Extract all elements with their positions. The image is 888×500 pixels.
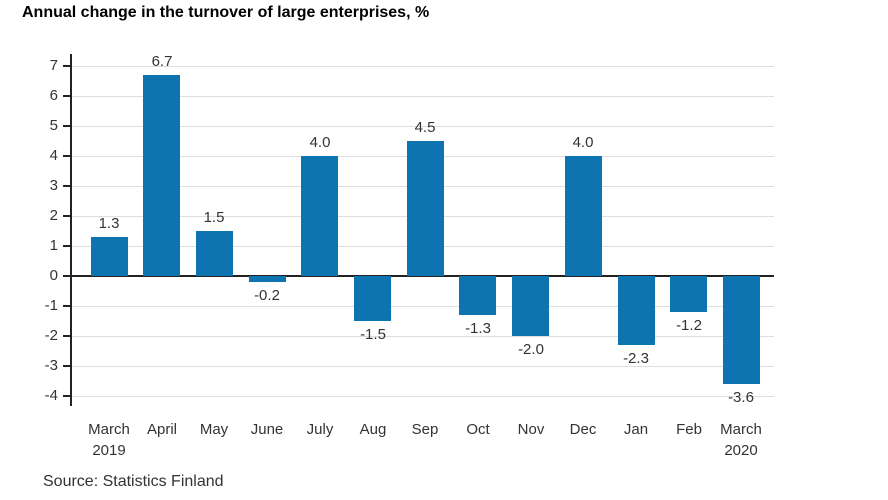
x-axis-label: Oct [466,421,490,438]
y-tick-label: 2 [49,207,58,224]
y-tick-label: -4 [44,387,58,404]
bar-value-label: 1.5 [203,209,225,226]
bar-march [723,276,760,384]
bar-aug [354,276,391,321]
y-tick-label: 7 [49,57,58,74]
y-axis-tick [63,185,70,187]
gridline [72,396,774,397]
y-axis-tick [63,305,70,307]
bar-value-label: 4.0 [309,134,331,151]
gridline [72,66,774,67]
x-axis-label: April [146,421,177,438]
bar-value-label: -3.6 [728,389,754,406]
bar-june [249,276,286,282]
x-axis-label: Nov [517,421,545,438]
source-note: Source: Statistics Finland [43,473,224,490]
x-axis-label: Aug [359,421,387,438]
y-tick-label: 0 [49,267,58,284]
y-tick-label: 6 [49,87,58,104]
y-tick-label: 4 [49,147,58,164]
bar-value-label: -1.2 [676,317,702,334]
bar-oct [459,276,496,315]
y-axis-tick [63,125,70,127]
x-axis-label: Dec [569,421,597,438]
y-tick-label: -3 [44,357,58,374]
y-tick-label: 3 [49,177,58,194]
chart-title: Annual change in the turnover of large e… [22,4,430,21]
y-tick-label: -2 [44,327,58,344]
y-axis-tick [63,245,70,247]
y-tick-label: 1 [49,237,58,254]
bar-value-label: -1.3 [465,320,491,337]
bar-jan [618,276,655,345]
x-axis-label: Feb [676,421,702,438]
bar-value-label: 6.7 [151,53,173,70]
bar-value-label: 4.0 [572,134,594,151]
x-axis-label: Sep [411,421,439,438]
x-axis-label: March 2019 [88,421,130,459]
x-axis-label: June [250,421,284,438]
x-axis-label: Jan [623,421,649,438]
bar-value-label: -1.5 [360,326,386,343]
gridline [72,126,774,127]
bar-value-label: -2.3 [623,350,649,367]
zero-baseline [72,275,774,277]
gridline [72,96,774,97]
bar-nov [512,276,549,336]
bar-sep [407,141,444,276]
bar-may [196,231,233,276]
y-tick-label: -1 [44,297,58,314]
gridline [72,306,774,307]
bar-march [91,237,128,276]
y-axis [70,54,72,406]
y-axis-tick [63,335,70,337]
y-axis-tick [63,365,70,367]
bar-value-label: -2.0 [518,341,544,358]
y-axis-tick [63,155,70,157]
bar-feb [670,276,707,312]
x-axis-label: May [199,421,229,438]
y-axis-tick [63,215,70,217]
bar-dec [565,156,602,276]
x-axis-label: March 2020 [720,421,762,459]
bar-value-label: 4.5 [414,119,436,136]
gridline [72,336,774,337]
y-axis-tick [63,395,70,397]
bar-july [301,156,338,276]
x-axis-label: July [306,421,334,438]
bar-value-label: 1.3 [98,215,120,232]
bar-value-label: -0.2 [254,287,280,304]
y-tick-label: 5 [49,117,58,134]
bar-april [143,75,180,276]
y-axis-tick [63,65,70,67]
gridline [72,366,774,367]
y-axis-tick [63,275,70,277]
y-axis-tick [63,95,70,97]
